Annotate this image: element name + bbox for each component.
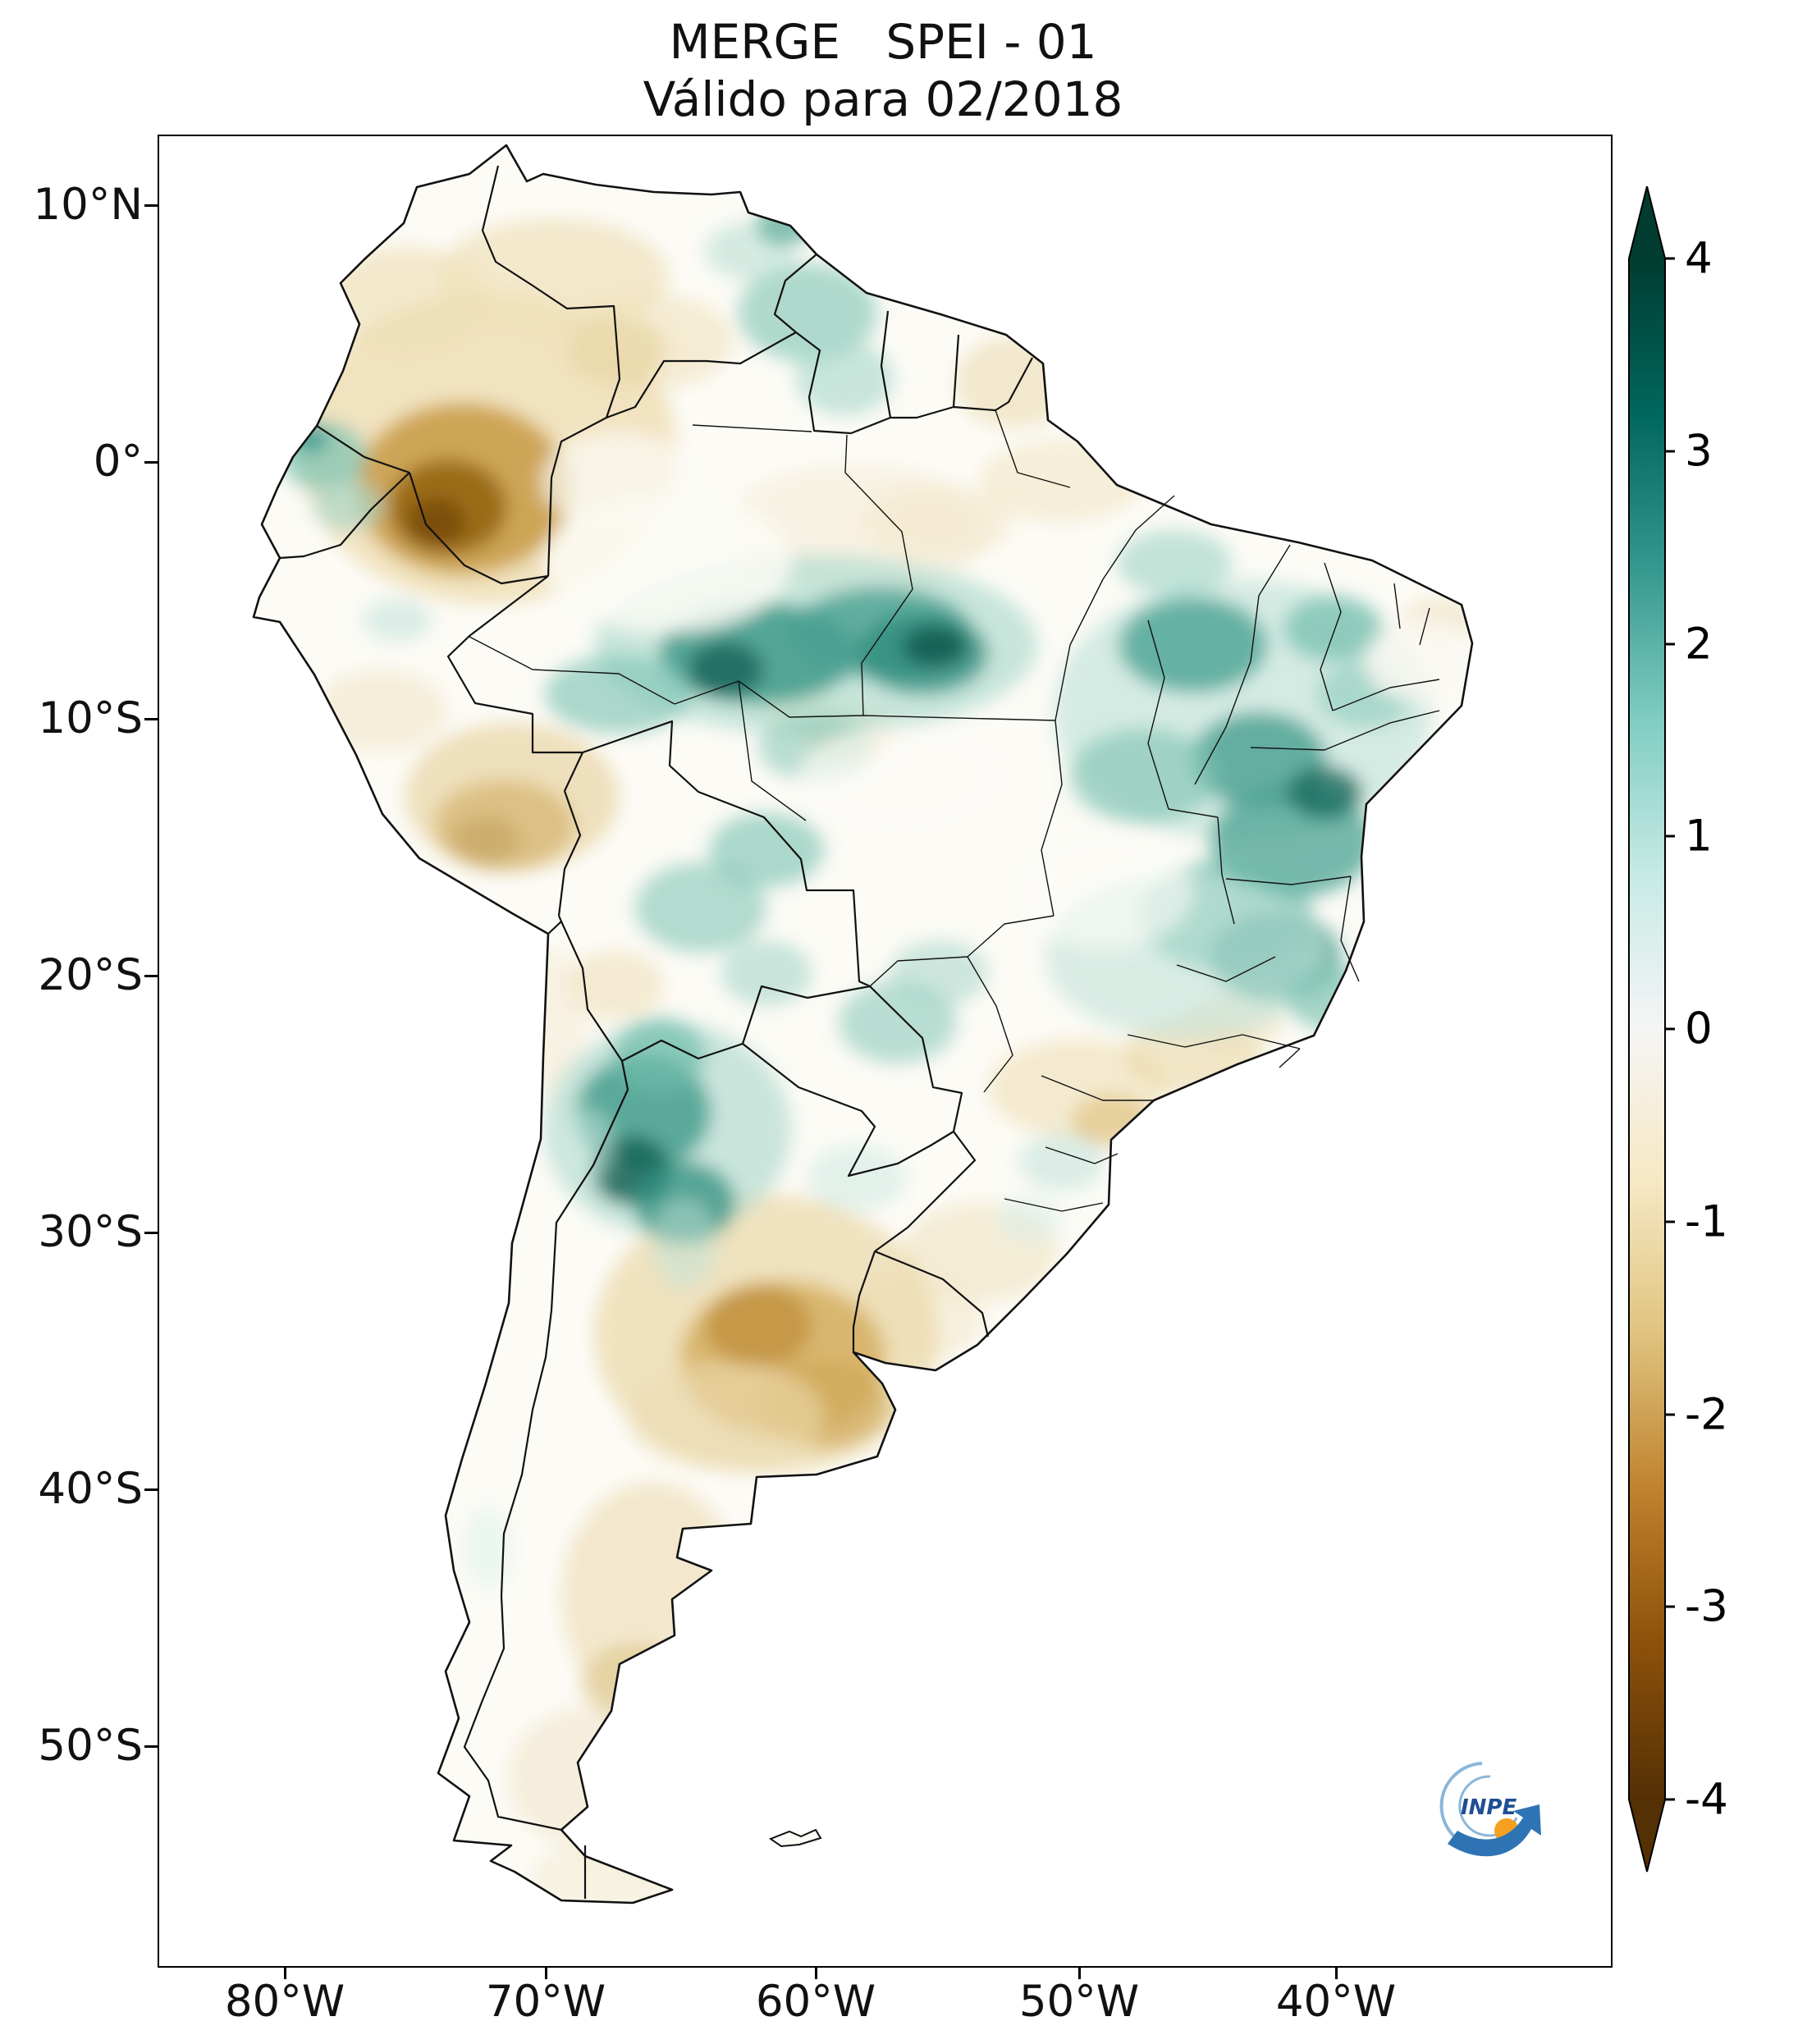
colorbar-tick-label: -4 xyxy=(1685,1775,1728,1825)
x-tick-mark xyxy=(1335,1966,1338,1979)
y-axis-tick-label: 0° xyxy=(93,437,143,487)
colorbar-tick-label: 4 xyxy=(1685,234,1713,284)
y-axis-tick-label: 40°S xyxy=(38,1464,143,1514)
y-tick-mark xyxy=(144,975,158,977)
x-axis-tick-label: 80°W xyxy=(224,1977,345,2027)
y-tick-mark xyxy=(144,1232,158,1234)
x-axis-tick-label: 50°W xyxy=(1018,1977,1140,2027)
inpe-logo-text: INPE xyxy=(1461,1795,1517,1820)
south-america-map: INPE xyxy=(159,136,1611,1966)
title-block: MERGE SPEI - 01 Válido para 02/2018 xyxy=(473,15,1293,126)
country-borders xyxy=(279,165,1033,1899)
y-axis-tick-label: 30°S xyxy=(38,1207,143,1257)
x-tick-mark xyxy=(1078,1966,1081,1979)
colorbar-tick-label: 2 xyxy=(1685,620,1713,670)
y-tick-mark xyxy=(144,718,158,720)
x-axis-tick-label: 70°W xyxy=(485,1977,606,2027)
colorbar: 4 3 2 1 0 -1 -2 -3 -4 xyxy=(1628,186,1728,1873)
colorbar-tick-marks xyxy=(1665,257,1675,1801)
plot-subtitle: Válido para 02/2018 xyxy=(643,71,1123,127)
x-tick-mark xyxy=(815,1966,817,1979)
falkland-islands xyxy=(768,1828,822,1848)
inpe-arrow-icon xyxy=(1448,1804,1541,1857)
x-tick-mark xyxy=(284,1966,286,1979)
y-tick-mark xyxy=(144,461,158,464)
spei-anomaly-field xyxy=(281,204,1472,1903)
colorbar-tick-label: 1 xyxy=(1685,812,1713,862)
y-axis-tick-label: 10°N xyxy=(33,180,143,230)
plot-title: MERGE SPEI - 01 xyxy=(669,14,1097,70)
x-tick-mark xyxy=(545,1966,547,1979)
inpe-logo: INPE xyxy=(1439,1762,1541,1857)
y-tick-mark xyxy=(144,204,158,207)
y-tick-mark xyxy=(144,1745,158,1748)
colorbar-tick-label: -1 xyxy=(1685,1197,1728,1247)
colorbar-tick-label: -3 xyxy=(1685,1582,1728,1632)
colorbar-tick-label: -2 xyxy=(1685,1390,1728,1440)
y-axis-tick-label: 50°S xyxy=(38,1721,143,1771)
colorbar-bar xyxy=(1628,186,1666,1873)
coastline xyxy=(252,144,1474,1905)
y-axis-tick-label: 20°S xyxy=(38,950,143,1000)
colorbar-tick-label: 3 xyxy=(1685,427,1713,477)
x-axis-tick-label: 60°W xyxy=(755,1977,876,2027)
y-axis-tick-label: 10°S xyxy=(38,693,143,743)
y-tick-mark xyxy=(144,1488,158,1491)
state-borders xyxy=(469,409,1440,1212)
colorbar-tick-label: 0 xyxy=(1685,1004,1713,1054)
map-frame: INPE xyxy=(158,135,1613,1968)
colorbar-tick-labels: 4 3 2 1 0 -1 -2 -3 -4 xyxy=(1685,234,1728,1825)
x-axis-tick-label: 40°W xyxy=(1275,1977,1397,2027)
